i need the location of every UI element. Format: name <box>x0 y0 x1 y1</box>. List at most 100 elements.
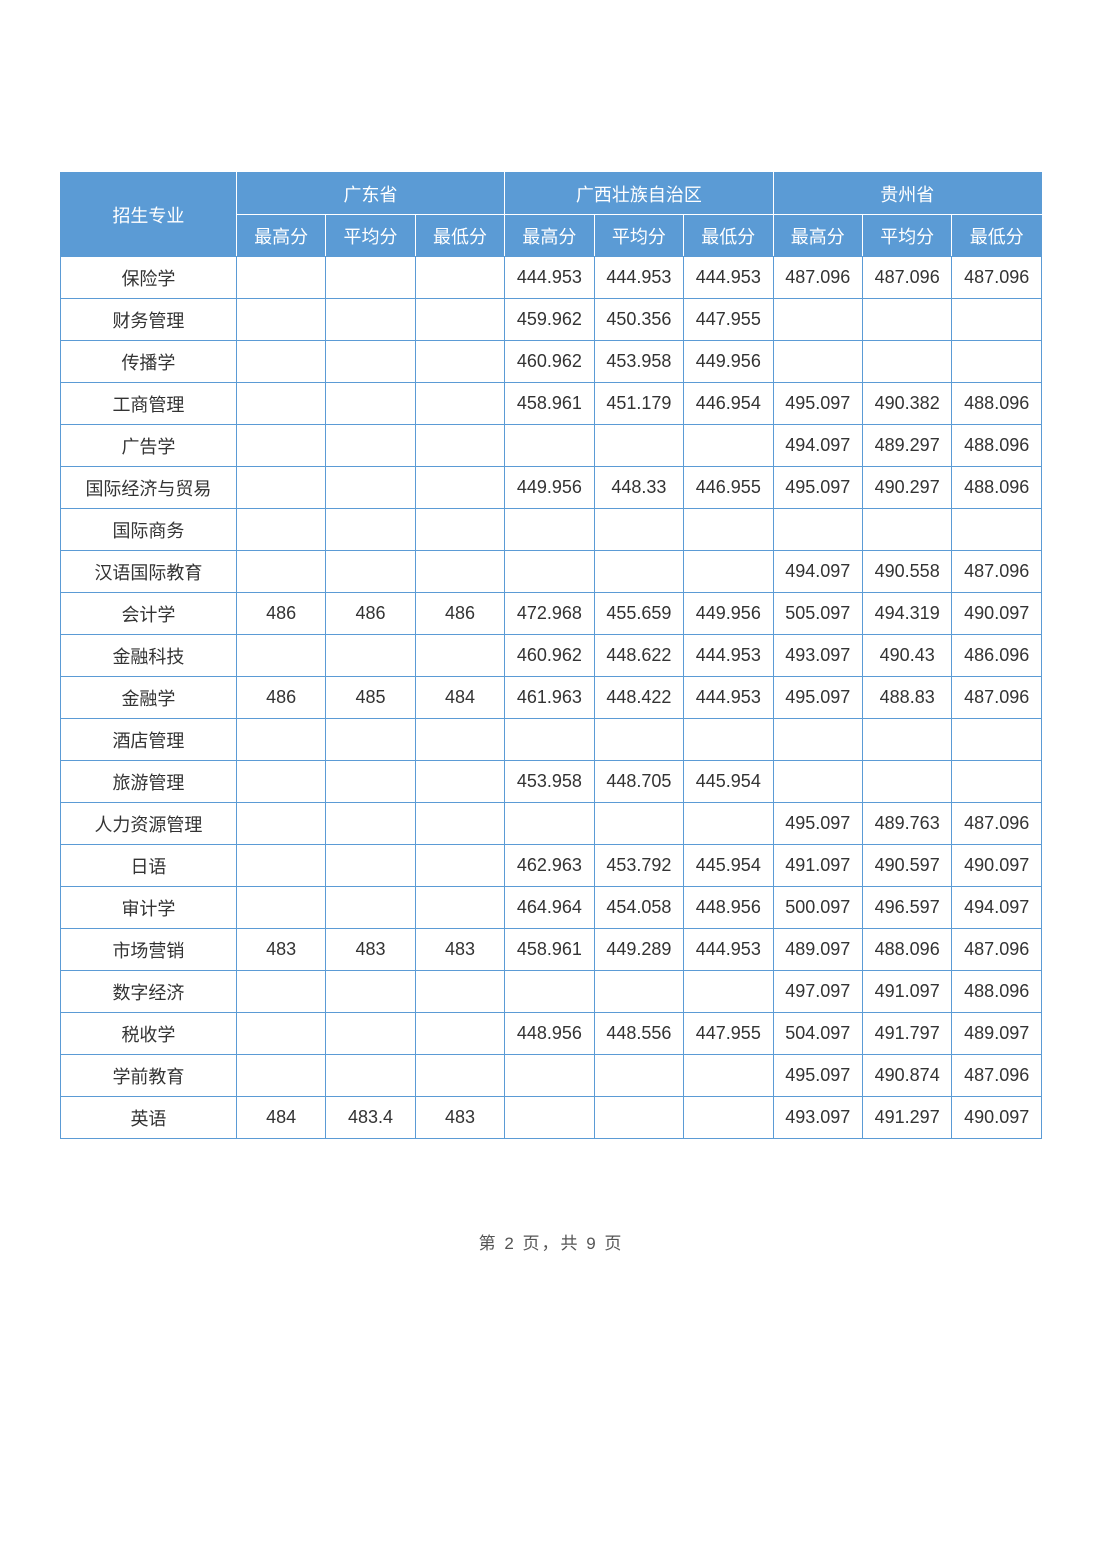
score-cell <box>594 509 683 551</box>
score-cell: 490.097 <box>952 593 1042 635</box>
score-cell <box>236 803 325 845</box>
score-cell <box>236 299 325 341</box>
score-cell <box>862 341 951 383</box>
score-cell: 450.356 <box>594 299 683 341</box>
score-cell <box>594 1055 683 1097</box>
score-cell: 490.558 <box>862 551 951 593</box>
header-province-2: 贵州省 <box>773 173 1041 215</box>
score-cell: 448.556 <box>594 1013 683 1055</box>
score-cell <box>236 971 325 1013</box>
admission-scores-table: 招生专业 广东省 广西壮族自治区 贵州省 最高分 平均分 最低分 最高分 平均分… <box>60 172 1042 1139</box>
score-cell <box>862 761 951 803</box>
score-cell: 444.953 <box>684 635 773 677</box>
major-cell: 学前教育 <box>61 1055 237 1097</box>
score-cell: 454.058 <box>594 887 683 929</box>
score-cell: 483 <box>326 929 415 971</box>
score-cell: 446.954 <box>684 383 773 425</box>
score-cell: 491.797 <box>862 1013 951 1055</box>
score-cell: 484 <box>236 1097 325 1139</box>
score-cell: 446.955 <box>684 467 773 509</box>
score-cell: 487.096 <box>773 257 862 299</box>
score-cell: 488.096 <box>862 929 951 971</box>
score-cell: 495.097 <box>773 677 862 719</box>
table-row: 英语484483.4483493.097491.297490.097 <box>61 1097 1042 1139</box>
score-cell: 500.097 <box>773 887 862 929</box>
score-cell <box>236 845 325 887</box>
score-cell <box>236 551 325 593</box>
table-row: 汉语国际教育494.097490.558487.096 <box>61 551 1042 593</box>
major-cell: 国际商务 <box>61 509 237 551</box>
score-cell <box>415 257 504 299</box>
score-cell <box>594 719 683 761</box>
score-cell <box>326 803 415 845</box>
score-cell: 495.097 <box>773 1055 862 1097</box>
score-cell: 491.097 <box>862 971 951 1013</box>
score-cell: 489.297 <box>862 425 951 467</box>
major-cell: 保险学 <box>61 257 237 299</box>
score-cell <box>594 1097 683 1139</box>
score-cell: 462.963 <box>505 845 594 887</box>
score-cell <box>415 551 504 593</box>
score-cell: 490.597 <box>862 845 951 887</box>
table-row: 酒店管理 <box>61 719 1042 761</box>
major-cell: 日语 <box>61 845 237 887</box>
subcol-1-2: 最低分 <box>684 215 773 257</box>
major-cell: 会计学 <box>61 593 237 635</box>
score-cell <box>326 551 415 593</box>
major-cell: 税收学 <box>61 1013 237 1055</box>
table-body: 保险学444.953444.953444.953487.096487.09648… <box>61 257 1042 1139</box>
major-cell: 财务管理 <box>61 299 237 341</box>
score-cell: 494.097 <box>773 425 862 467</box>
major-cell: 人力资源管理 <box>61 803 237 845</box>
score-cell: 490.43 <box>862 635 951 677</box>
table-row: 日语462.963453.792445.954491.097490.597490… <box>61 845 1042 887</box>
score-cell: 444.953 <box>505 257 594 299</box>
table-row: 工商管理458.961451.179446.954495.097490.3824… <box>61 383 1042 425</box>
score-cell <box>684 1097 773 1139</box>
score-cell <box>415 1013 504 1055</box>
score-cell <box>415 383 504 425</box>
major-cell: 英语 <box>61 1097 237 1139</box>
score-cell: 487.096 <box>952 929 1042 971</box>
score-cell: 447.955 <box>684 299 773 341</box>
score-cell <box>594 551 683 593</box>
score-cell: 453.958 <box>505 761 594 803</box>
score-cell: 488.83 <box>862 677 951 719</box>
score-cell: 494.097 <box>773 551 862 593</box>
major-cell: 旅游管理 <box>61 761 237 803</box>
score-cell <box>326 341 415 383</box>
table-row: 旅游管理453.958448.705445.954 <box>61 761 1042 803</box>
score-cell: 490.097 <box>952 1097 1042 1139</box>
score-cell <box>236 341 325 383</box>
table-row: 市场营销483483483458.961449.289444.953489.09… <box>61 929 1042 971</box>
score-cell <box>684 1055 773 1097</box>
score-cell <box>326 719 415 761</box>
score-cell: 495.097 <box>773 383 862 425</box>
score-cell: 486.096 <box>952 635 1042 677</box>
score-cell <box>505 803 594 845</box>
score-cell: 488.096 <box>952 425 1042 467</box>
score-cell <box>326 887 415 929</box>
header-major: 招生专业 <box>61 173 237 257</box>
score-cell <box>415 509 504 551</box>
score-cell: 460.962 <box>505 635 594 677</box>
table-row: 传播学460.962453.958449.956 <box>61 341 1042 383</box>
table-row: 学前教育495.097490.874487.096 <box>61 1055 1042 1097</box>
major-cell: 金融学 <box>61 677 237 719</box>
score-cell: 484 <box>415 677 504 719</box>
score-cell: 486 <box>415 593 504 635</box>
table-row: 税收学448.956448.556447.955504.097491.79748… <box>61 1013 1042 1055</box>
score-cell <box>505 509 594 551</box>
score-cell: 491.297 <box>862 1097 951 1139</box>
score-cell <box>326 425 415 467</box>
score-cell <box>773 509 862 551</box>
major-cell: 工商管理 <box>61 383 237 425</box>
score-cell: 444.953 <box>684 257 773 299</box>
major-cell: 审计学 <box>61 887 237 929</box>
score-cell <box>594 425 683 467</box>
score-cell: 494.097 <box>952 887 1042 929</box>
score-cell: 505.097 <box>773 593 862 635</box>
score-cell: 483 <box>415 1097 504 1139</box>
score-cell <box>415 845 504 887</box>
score-cell: 489.097 <box>773 929 862 971</box>
